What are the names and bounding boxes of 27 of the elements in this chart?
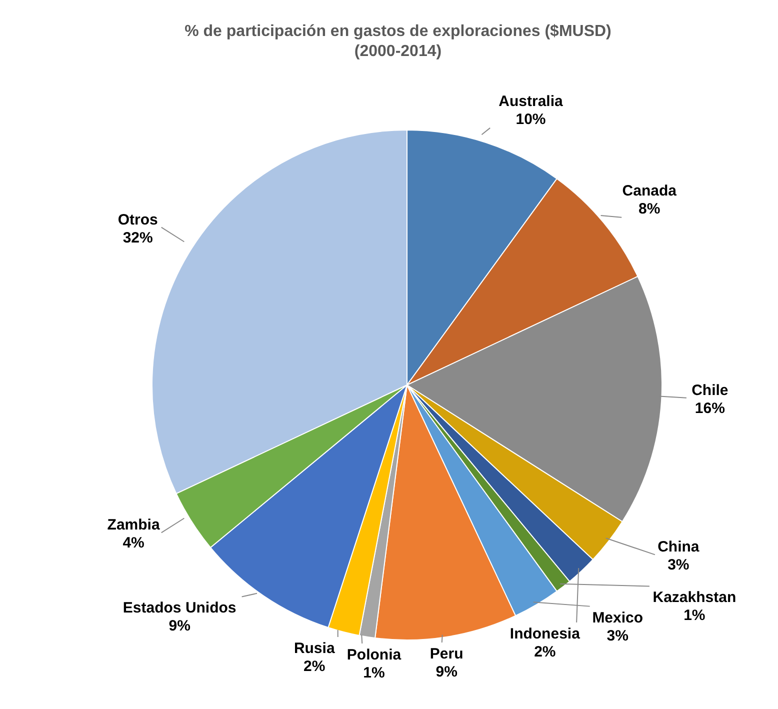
slice-label: Polonia — [346, 646, 402, 664]
data-label: 9% — [436, 663, 458, 680]
data-label: 2% — [534, 643, 556, 660]
slice-label: Peru — [430, 645, 464, 662]
data-label: 1% — [363, 664, 385, 682]
data-label: 1% — [684, 607, 706, 624]
data-label: 9% — [168, 618, 190, 635]
data-label: 3% — [668, 556, 690, 574]
slice-label: Otros — [118, 211, 158, 228]
slice-label: Kazakhstan — [652, 589, 736, 606]
slice-label: Estados Unidos — [122, 600, 236, 617]
slice-label: China — [658, 538, 700, 556]
data-label: 3% — [606, 627, 628, 644]
chart-title: % de participación en gastos de exploraciones ($MUSD) (2000-2014) — [184, 23, 612, 60]
slice-label: Rusia — [294, 640, 336, 658]
data-label: 2% — [304, 658, 326, 676]
slice-label: Zambia — [107, 516, 160, 534]
slice-label: Australia — [498, 92, 564, 110]
data-label: 4% — [122, 534, 144, 552]
slice-label: Chile — [692, 382, 728, 399]
data-label: 16% — [694, 400, 725, 417]
slice-label: Mexico — [592, 609, 644, 626]
slice-label: Indonesia — [510, 625, 581, 642]
slice-label: Canada — [622, 182, 678, 200]
data-label: 32% — [122, 229, 153, 246]
data-label: 10% — [516, 110, 546, 128]
data-label: 8% — [638, 200, 660, 218]
